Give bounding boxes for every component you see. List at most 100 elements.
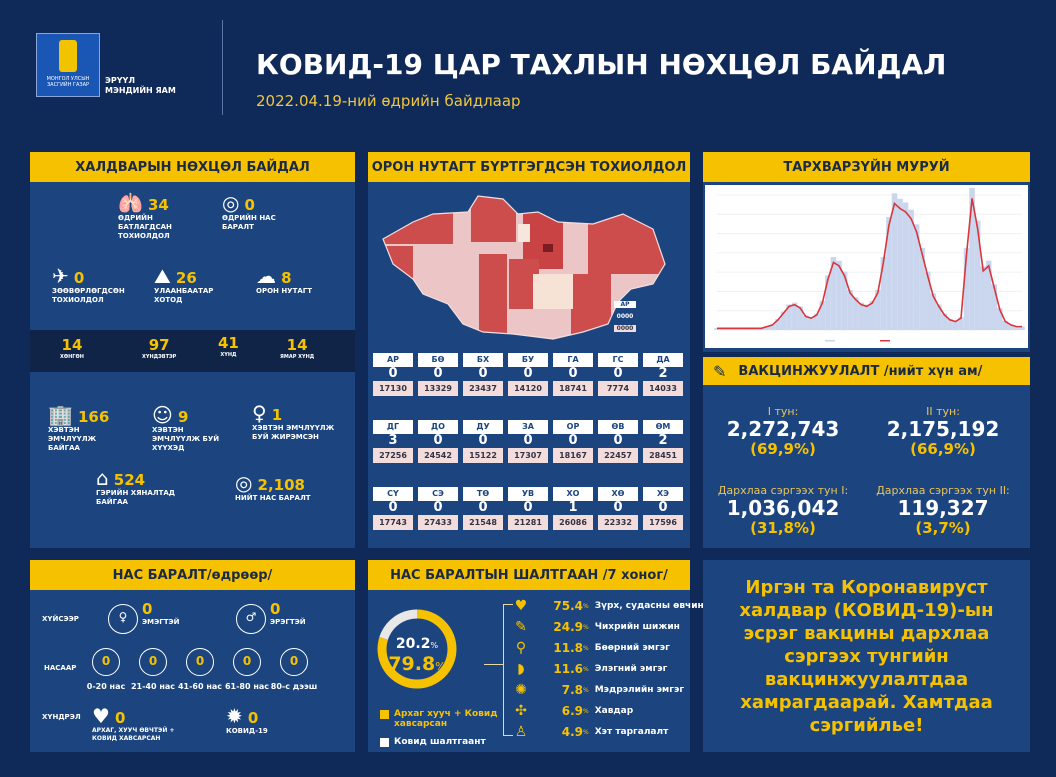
daily-case-bar	[808, 317, 815, 330]
vaccination-message: Иргэн та Коронавируст халдвар (КОВИД-19)…	[739, 576, 994, 736]
cause-item: ◗ 11.6% Элэгний эмгэг	[513, 659, 667, 679]
pregnant-icon: ♀	[252, 401, 267, 425]
age-group-label: 0-20 нас	[86, 682, 126, 691]
province-cell: БХ 0 23437	[463, 353, 503, 396]
province-cell: ӨМ 2 28451	[643, 420, 683, 463]
daily-case-bar	[875, 289, 881, 330]
cause-item: ✣ 6.9% Хавдар	[513, 701, 633, 721]
map-legend: АР 0000 0000	[614, 301, 636, 332]
epi-curve-panel: ТАРХВАРЗҮЙН МУРУЙ	[703, 152, 1030, 352]
donut-covid-only-slice	[377, 609, 457, 689]
bracket	[503, 604, 513, 736]
daily-case-bar	[775, 319, 781, 330]
soyombo-icon	[59, 40, 77, 72]
ministry-name: ЭРҮҮЛ МЭНДИЙН ЯАМ	[105, 76, 176, 95]
booster-1: Дархлаа сэргээх тун I: 1,036,042 (31,8%)	[717, 484, 849, 537]
moving-average-line	[717, 198, 1022, 330]
dose-2: II тун: 2,175,192 (66,9%)	[886, 405, 1000, 458]
daily-case-bar	[919, 247, 925, 330]
booster-2: Дархлаа сэргээх тун II: 119,327 (3,7%)	[876, 484, 1010, 537]
province-cell: ӨВ 0 22457	[598, 420, 638, 463]
syringe-icon: ✎	[515, 619, 527, 635]
daily-case-bar	[886, 217, 892, 330]
home-icon: ⌂	[96, 466, 109, 490]
government-logo: МОНГОЛ УЛСЫН ЗАСГИЙН ГАЗАР	[36, 33, 100, 97]
daily-case-bar	[969, 187, 975, 330]
age-group-circle: 0	[186, 648, 214, 676]
baby-icon: ☺	[152, 403, 173, 427]
daily-case-bar	[936, 304, 942, 330]
province-cell: ЗА 0 17307	[508, 420, 548, 463]
virus-icon: ✹	[226, 704, 243, 728]
daily-case-bar	[786, 304, 792, 330]
daily-case-bar	[863, 304, 870, 330]
daily-case-bar	[980, 266, 986, 330]
brain-icon: ✺	[515, 682, 527, 698]
deaths-panel: НАС БАРАЛТ/өдрөөр/ ХҮЙСЭЭР ♀ 0 ЭМЭГТЭЙ ♂ …	[30, 560, 355, 752]
daily-case-bar	[958, 317, 964, 330]
female-icon: ♀	[108, 604, 138, 634]
daily-case-bar	[891, 193, 898, 330]
daily-case-bar	[841, 271, 848, 330]
obesity-icon: ♙	[514, 724, 528, 740]
age-group-circle: 0	[233, 648, 261, 676]
causes-title: НАС БАРАЛТЫН ШАЛТГААН /7 хоног/	[368, 560, 690, 590]
province-cell: УВ 0 21281	[508, 487, 548, 530]
daily-case-bar	[963, 247, 970, 330]
daily-case-bar	[991, 284, 998, 330]
province-cell: СҮ 0 17743	[373, 487, 413, 530]
daily-case-bar	[797, 306, 803, 330]
person-icon: ◎	[235, 471, 253, 495]
lungs-icon: 🫁	[118, 191, 143, 215]
epi-curve-chart	[705, 185, 1028, 348]
legend-line	[880, 340, 890, 342]
airplane-icon: ✈	[52, 264, 69, 288]
comorbid-pct: 79.8	[388, 653, 436, 675]
covid-only-pct: 20.2	[395, 636, 431, 652]
age-group-circle: 0	[139, 648, 167, 676]
mongolia-province-map[interactable]	[373, 184, 685, 344]
heart-icon: ♥	[514, 598, 528, 614]
daily-case-bar	[764, 326, 770, 330]
cause-item: ♙ 4.9% Хэт таргалалт	[514, 724, 669, 740]
mongolia-map-icon: ☁	[256, 264, 276, 288]
tumor-icon: ✣	[515, 703, 527, 719]
daily-case-bar	[819, 300, 826, 330]
daily-case-bar	[830, 257, 837, 330]
person-icon: ◎	[222, 191, 240, 215]
province-cell: ДА 2 14033	[643, 353, 683, 396]
daily-case-bar	[814, 313, 820, 330]
daily-case-bar	[947, 319, 953, 330]
province-cell: ТӨ 0 21548	[463, 487, 503, 530]
age-group-label: 21-40 нас	[130, 682, 176, 691]
daily-case-bar	[1013, 326, 1020, 330]
daily-case-bar	[913, 224, 920, 330]
daily-case-bar	[1002, 320, 1009, 330]
cause-item: ✎ 24.9% Чихрийн шижин	[513, 617, 680, 637]
age-group-circle: 0	[280, 648, 308, 676]
province-cell: ОР 0 18167	[553, 420, 593, 463]
regional-title: ОРОН НУТАГТ БҮРТГЭГДСЭН ТОХИОЛДОЛ	[368, 152, 690, 182]
daily-case-bar	[930, 293, 937, 330]
infection-panel: ХАЛДВАРЫН НӨХЦӨЛ БАЙДАЛ 🫁 34 ӨДРИЙН БАТЛА…	[30, 152, 355, 548]
daily-case-bar	[924, 271, 931, 330]
page-title: КОВИД-19 ЦАР ТАХЛЫН НӨХЦӨЛ БАЙДАЛ	[256, 48, 947, 81]
daily-case-bar	[836, 260, 842, 330]
daily-case-bar	[869, 300, 876, 330]
deaths-title: НАС БАРАЛТ/өдрөөр/	[30, 560, 355, 590]
daily-case-bar	[769, 324, 776, 330]
province-cell: ХӨ 0 22332	[598, 487, 638, 530]
daily-case-bar	[902, 202, 909, 330]
daily-case-bar	[852, 297, 859, 330]
hospital-icon: 🏢	[48, 403, 73, 427]
kidney-icon: ⚲	[515, 640, 527, 656]
legend-comorbid: Архаг хууч + Ковид хавсарсан	[380, 709, 500, 729]
page-subtitle: 2022.04.19-ний өдрийн байдлаар	[256, 92, 521, 110]
epi-curve-title: ТАРХВАРЗҮЙН МУРУЙ	[703, 152, 1030, 182]
legend-covid-only: Ковид шалтгаант	[380, 737, 486, 747]
cause-item: ♥ 75.4% Зүрх, судасны өвчин	[514, 598, 704, 614]
age-group-label: 41-60 нас	[177, 682, 223, 691]
daily-case-bar	[952, 320, 959, 330]
daily-case-bar	[1008, 324, 1014, 330]
daily-case-bar	[941, 313, 948, 330]
